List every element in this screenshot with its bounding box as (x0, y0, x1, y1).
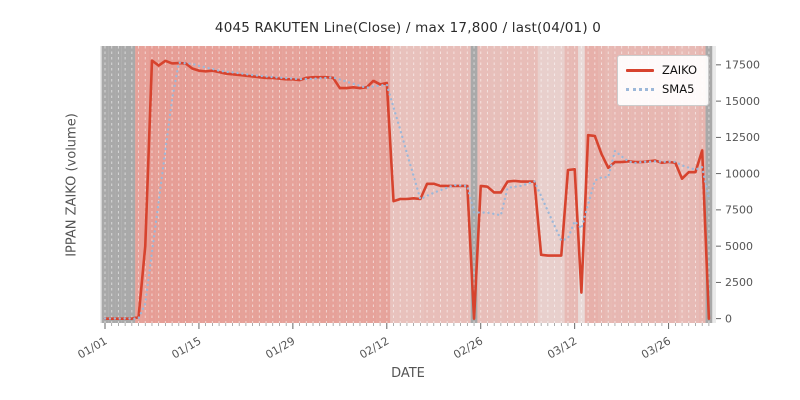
x-axis-label: DATE (391, 366, 425, 381)
y-tick-label: 5000 (725, 240, 753, 253)
x-tick-label: 02/26 (451, 334, 485, 361)
x-tick-label: 03/12 (545, 334, 579, 361)
y-tick-label: 10000 (725, 167, 760, 180)
y-axis-label: IPPAN ZAIKO (volume) (64, 113, 80, 257)
zaiko-line-swatch (626, 69, 654, 72)
legend-label-sma5: SMA5 (662, 81, 695, 96)
plot-background (100, 46, 716, 323)
x-tick-label: 01/01 (76, 334, 110, 361)
x-tick-label: 01/15 (169, 334, 203, 361)
day-gridlines (104, 46, 710, 323)
y-tick-label: 15000 (725, 95, 760, 108)
legend-label-zaiko: ZAIKO (662, 62, 698, 77)
legend: ZAIKO SMA5 (617, 55, 709, 106)
y-tick-label: 12500 (725, 131, 760, 144)
zaiko-line (103, 59, 711, 320)
legend-entry-zaiko: ZAIKO (626, 61, 700, 80)
y-tick-label: 17500 (725, 59, 760, 72)
axis-ticks (104, 64, 721, 329)
sma5-line-swatch (626, 88, 654, 91)
x-tick-label: 03/26 (639, 334, 673, 361)
legend-entry-sma5: SMA5 (626, 80, 700, 99)
y-tick-label: 7500 (725, 204, 753, 217)
plot-bg-rect (100, 46, 716, 323)
series-lines (103, 59, 711, 320)
x-tick-label: 02/12 (357, 334, 391, 361)
y-tick-label: 2500 (725, 276, 753, 289)
y-tick-label: 0 (725, 312, 732, 325)
chart-title: 4045 RAKUTEN Line(Close) / max 17,800 / … (214, 20, 602, 36)
x-tick-label: 01/29 (263, 334, 297, 361)
